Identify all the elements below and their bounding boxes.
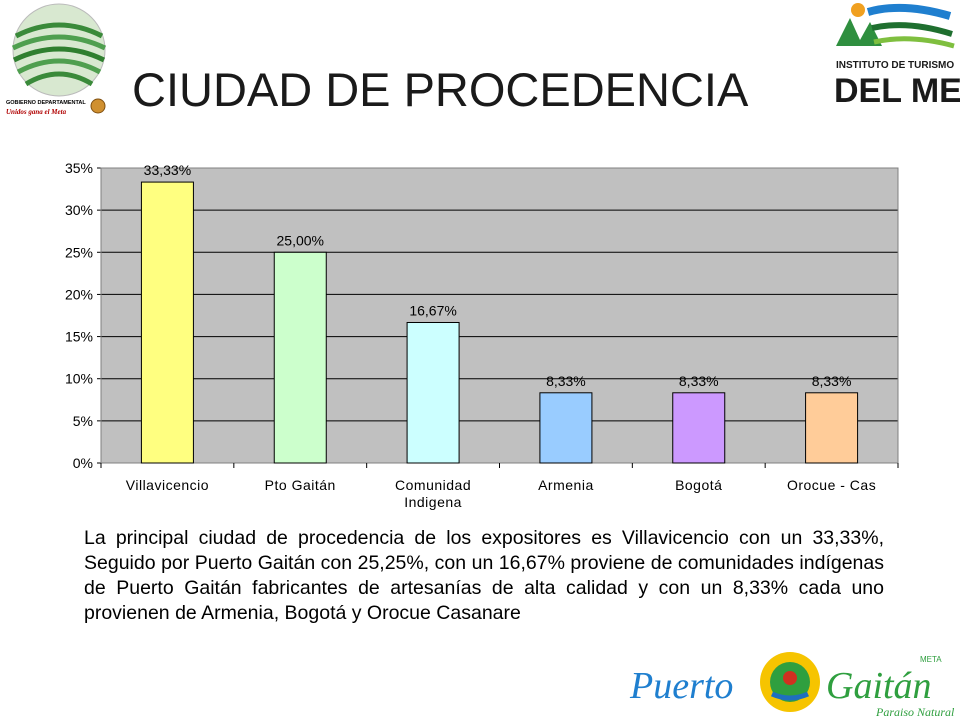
y-tick-label: 25% bbox=[65, 244, 93, 260]
y-tick-label: 0% bbox=[73, 455, 93, 471]
puerto-gaitan-logo: Puerto Gaitán META Paraiso Natural bbox=[628, 640, 958, 720]
x-tick-label: Bogotá bbox=[675, 477, 722, 493]
data-label: 25,00% bbox=[277, 232, 324, 248]
y-tick-label: 20% bbox=[65, 286, 93, 302]
gobernacion-logo: GOBIERNO DEPARTAMENTAL Unidos gana el Me… bbox=[2, 2, 116, 120]
bar bbox=[406, 321, 460, 464]
instituto-line2: DEL META bbox=[834, 72, 960, 110]
x-tick-label: Indigena bbox=[404, 494, 462, 510]
bar bbox=[273, 251, 327, 464]
summary-paragraph: La principal ciudad de procedencia de lo… bbox=[84, 527, 884, 624]
data-label: 8,33% bbox=[812, 373, 852, 389]
y-tick-label: 5% bbox=[73, 413, 93, 429]
instituto-line1: INSTITUTO DE TURISMO bbox=[836, 60, 954, 71]
data-label: 8,33% bbox=[679, 373, 719, 389]
data-label: 16,67% bbox=[409, 302, 456, 318]
instituto-turismo-logo: INSTITUTO DE TURISMO DEL META bbox=[828, 0, 960, 112]
data-label: 33,33% bbox=[144, 162, 191, 178]
slide-title: CIUDAD DE PROCEDENCIA bbox=[132, 63, 749, 116]
bar bbox=[805, 392, 859, 464]
chart-svg: 0% 5% 10% 15% 20% 25% 30% 35% 33,33% Villavicenc… bbox=[65, 160, 899, 510]
y-tick-label: 35% bbox=[65, 160, 93, 176]
gobernacion-line2: Unidos gana el Meta bbox=[6, 108, 67, 116]
puerto-gaitan-word1: Puerto bbox=[629, 665, 733, 707]
puerto-gaitan-small: META bbox=[920, 655, 942, 664]
x-tick-label: Villavicencio bbox=[126, 477, 209, 493]
data-label: 8,33% bbox=[546, 373, 586, 389]
x-tick-label: Comunidad bbox=[395, 477, 471, 493]
plot-area bbox=[101, 168, 898, 463]
gobernacion-line1: GOBIERNO DEPARTAMENTAL bbox=[6, 100, 86, 106]
x-tick-label: Pto Gaitán bbox=[265, 477, 336, 493]
bar bbox=[539, 392, 593, 464]
bar bbox=[672, 392, 726, 464]
y-tick-label: 15% bbox=[65, 329, 93, 345]
y-tick-label: 30% bbox=[65, 202, 93, 218]
puerto-gaitan-word2: Gaitán bbox=[826, 665, 932, 707]
procedencia-chart: 0% 5% 10% 15% 20% 25% 30% 35% 33,33% Villavicenc… bbox=[40, 150, 920, 522]
bar bbox=[140, 181, 194, 464]
x-tick-label: Armenia bbox=[538, 477, 594, 493]
y-tick-label: 10% bbox=[65, 371, 93, 387]
x-tick-label: Orocue - Cas bbox=[787, 477, 876, 493]
puerto-gaitan-tagline: Paraiso Natural bbox=[875, 705, 955, 719]
